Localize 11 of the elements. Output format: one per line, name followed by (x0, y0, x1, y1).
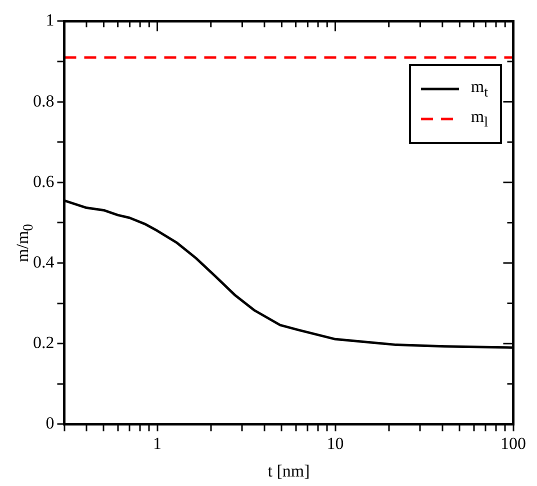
y-tick-label: 0.6 (33, 172, 54, 191)
x-tick-label: 10 (326, 434, 344, 453)
y-tick-label: 0.2 (33, 333, 54, 352)
y-tick-label: 0.8 (33, 91, 54, 110)
legend-label: m$_{t}$ (470, 76, 488, 102)
x-tick-label: 1 (153, 434, 162, 453)
y-tick-label: 0 (46, 414, 54, 433)
y-tick-label: 1 (46, 10, 54, 30)
x-tick-label: 100 (500, 434, 526, 453)
x-axis-title: t [nm] (268, 461, 310, 480)
legend-label: m$_{l}$ (470, 106, 488, 132)
